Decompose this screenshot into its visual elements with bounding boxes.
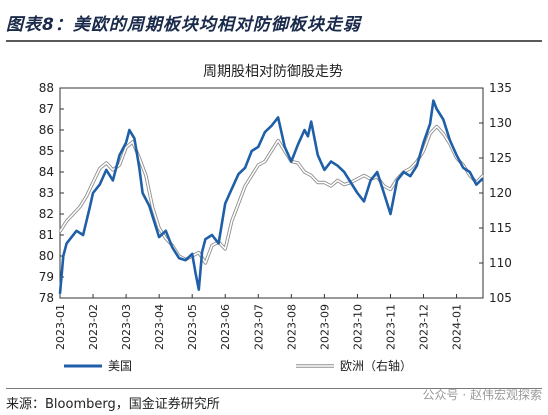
x-tick-label: 2023-06 xyxy=(219,304,232,350)
x-tick-label: 2023-04 xyxy=(153,304,166,350)
left-tick-label: 83 xyxy=(39,186,54,200)
right-tick-label: 130 xyxy=(489,116,512,130)
x-tick-label: 2023-11 xyxy=(384,304,397,350)
right-tick-label: 135 xyxy=(489,81,512,95)
right-tick-label: 110 xyxy=(489,256,512,270)
figure-title: 图表8：美欧的周期板块均相对防御板块走弱 xyxy=(6,15,361,35)
chart-title: 周期股相对防御股走势 xyxy=(203,64,343,80)
left-tick-label: 88 xyxy=(39,81,54,95)
x-tick-label: 2024-01 xyxy=(451,304,464,350)
left-tick-label: 81 xyxy=(39,228,54,242)
x-tick-label: 2023-03 xyxy=(120,304,133,350)
x-tick-label: 2023-12 xyxy=(418,304,431,350)
plot-area xyxy=(58,99,485,294)
left-tick-label: 82 xyxy=(39,207,54,221)
footer-divider xyxy=(6,388,542,389)
x-tick-label: 2023-10 xyxy=(351,304,364,350)
x-tick-label: 2023-07 xyxy=(252,304,265,350)
left-tick-label: 78 xyxy=(39,291,54,305)
chart-legend: 美国 欧洲（右轴） xyxy=(64,358,412,373)
x-tick-label: 2023-08 xyxy=(285,304,298,350)
x-tick-label: 2023-01 xyxy=(54,304,67,350)
right-tick-label: 115 xyxy=(489,221,512,235)
legend-europe-label: 欧洲（右轴） xyxy=(340,358,412,373)
chart-axes: 78 79 80 81 82 83 84 85 86 87 88 105 110 115 120 125 130… xyxy=(39,81,512,350)
left-tick-label: 87 xyxy=(39,102,54,116)
series-europe-line xyxy=(59,125,484,264)
plot-frame xyxy=(59,87,484,299)
line-chart: 周期股相对防御股走势 78 79 80 81 82 83 84 85 86 87 88 105 110 1… xyxy=(39,64,512,373)
left-tick-label: 85 xyxy=(39,144,54,158)
right-tick-label: 120 xyxy=(489,186,512,200)
right-tick-label: 105 xyxy=(489,291,512,305)
left-tick-label: 79 xyxy=(39,270,54,284)
watermark: 公众号 · 赵伟宏观探索 xyxy=(422,388,542,402)
x-tick-label: 2023-09 xyxy=(318,304,331,350)
x-tick-label: 2023-05 xyxy=(186,304,199,350)
legend-us-label: 美国 xyxy=(108,359,132,373)
left-tick-label: 84 xyxy=(39,165,54,179)
left-tick-label: 80 xyxy=(39,249,54,263)
right-tick-label: 125 xyxy=(489,151,512,165)
source-note: 来源：Bloomberg，国金证券研究所 xyxy=(6,397,220,412)
title-divider xyxy=(6,40,542,42)
left-tick-label: 86 xyxy=(39,123,54,137)
x-tick-label: 2023-02 xyxy=(87,304,100,350)
series-us-line xyxy=(58,99,484,294)
